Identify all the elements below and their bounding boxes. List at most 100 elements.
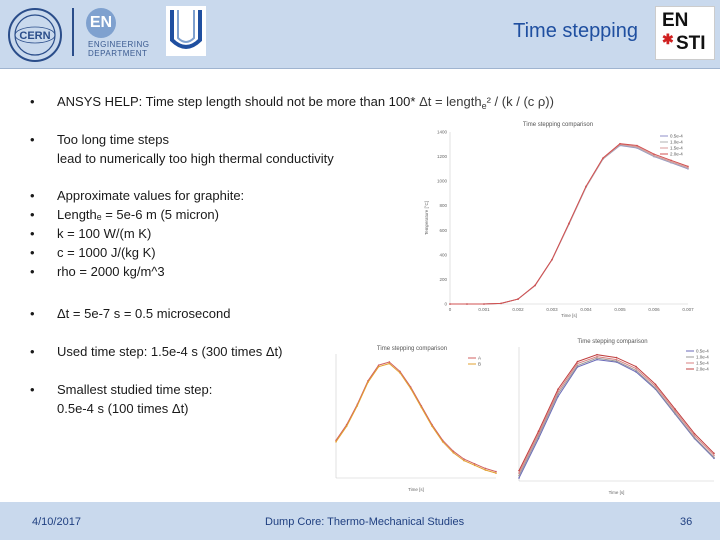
chart-title: Time stepping comparison xyxy=(577,339,647,345)
formula-rest: ² / (k / (c ρ)) xyxy=(486,94,554,109)
bullet-text-block: Approximate values for graphite: Lengthₑ… xyxy=(57,186,244,281)
data-point xyxy=(500,302,502,305)
data-point xyxy=(463,458,465,460)
bullet-text-block: Too long time steps lead to numerically … xyxy=(57,130,334,168)
data-point xyxy=(388,361,391,363)
series-line-0 xyxy=(518,359,715,479)
x-axis-label: Time [s] xyxy=(408,487,424,492)
bullet-dot: • xyxy=(30,132,35,147)
data-point xyxy=(568,222,570,224)
data-point xyxy=(377,364,380,366)
data-point xyxy=(409,387,412,390)
data-point xyxy=(619,142,621,145)
x-tick-label: 0.006 xyxy=(648,307,660,312)
data-point xyxy=(518,469,520,472)
data-point xyxy=(654,383,657,386)
data-point xyxy=(687,165,689,168)
bullet-line: Lengthₑ = 5e-6 m (5 micron) xyxy=(57,207,219,222)
data-point xyxy=(674,410,676,412)
data-point xyxy=(557,390,559,393)
en-department-text: ENGINEERING DEPARTMENT xyxy=(88,40,150,58)
data-point xyxy=(615,356,618,359)
chart-lower-left: Time stepping comparison Time [s] AB xyxy=(322,342,502,492)
bullet-dot: • xyxy=(30,344,35,359)
data-point xyxy=(636,145,638,148)
bullet-line: c = 1000 J/(kg K) xyxy=(57,245,156,260)
data-point xyxy=(537,430,540,432)
y-axis-label: Temperature [°C] xyxy=(424,201,429,235)
legend-label: B xyxy=(478,362,481,367)
data-point xyxy=(452,451,455,454)
data-point xyxy=(518,474,520,477)
data-point xyxy=(693,436,696,439)
data-point xyxy=(654,387,657,390)
chart-title: Time stepping comparison xyxy=(523,122,593,128)
y-tick-label: 1200 xyxy=(437,154,448,159)
series-line-0 xyxy=(335,361,497,473)
data-point xyxy=(518,477,520,479)
bullet-line: rho = 2000 kg/m^3 xyxy=(57,264,165,279)
y-tick-label: 1400 xyxy=(437,130,448,135)
en-sti-logo: EN STI ✱ xyxy=(655,6,715,60)
data-point xyxy=(388,362,391,365)
bullet-text: ANSYS HELP: Time step length should not … xyxy=(57,94,416,109)
data-point xyxy=(585,185,587,188)
data-point xyxy=(345,425,348,427)
data-point xyxy=(615,360,618,362)
en-text-line1: ENGINEERING xyxy=(88,40,150,49)
formula-main: Δt = length xyxy=(419,94,482,109)
legend-label: 1.5e-4 xyxy=(670,146,683,151)
data-point xyxy=(576,360,579,363)
x-tick-label: 0 xyxy=(449,307,452,312)
data-point xyxy=(518,472,520,474)
data-point xyxy=(713,454,715,457)
data-point xyxy=(687,166,689,169)
data-point xyxy=(557,388,559,390)
data-point xyxy=(636,144,638,147)
data-point xyxy=(557,395,559,398)
legend-label: 0.5e-4 xyxy=(670,134,683,139)
legend-label: 2.0e-4 xyxy=(670,152,683,157)
data-point xyxy=(484,467,487,470)
page-number: 36 xyxy=(680,516,693,528)
legend-label: 1.0e-4 xyxy=(696,355,709,360)
data-point xyxy=(596,357,598,359)
data-point xyxy=(635,365,637,368)
footer-date: 4/10/2017 xyxy=(32,516,81,528)
data-point xyxy=(674,408,676,410)
cern-logo-icon: CERN xyxy=(8,8,62,62)
slide-footer: 4/10/2017 Dump Core: Thermo-Mechanical S… xyxy=(0,502,720,540)
footer-title: Dump Core: Thermo-Mechanical Studies xyxy=(265,516,465,528)
logo-divider xyxy=(72,8,74,56)
x-tick-label: 0.007 xyxy=(682,307,694,312)
data-point xyxy=(431,425,433,427)
formula: Δt = lengthe² / (k / (c ρ)) xyxy=(419,94,554,111)
legend-label: A xyxy=(478,356,481,361)
chart-title: Time stepping comparison xyxy=(377,346,447,352)
y-tick-label: 200 xyxy=(439,277,447,282)
data-point xyxy=(596,355,598,358)
bullet-dots: • • • • • xyxy=(30,188,35,279)
data-point xyxy=(441,441,444,443)
bullet-line: Too long time steps xyxy=(57,132,170,147)
x-tick-label: 0.002 xyxy=(512,307,524,312)
data-point xyxy=(551,258,553,261)
data-point xyxy=(517,298,519,300)
data-point xyxy=(399,372,401,374)
data-point xyxy=(495,470,497,473)
en-badge: EN xyxy=(86,8,116,38)
header-divider xyxy=(0,68,720,69)
bullet-dot: • xyxy=(30,94,35,109)
y-tick-label: 400 xyxy=(439,252,447,257)
x-tick-label: 0.003 xyxy=(546,307,558,312)
data-point xyxy=(377,365,380,368)
x-axis-label: Time [s] xyxy=(609,490,625,495)
data-point xyxy=(635,371,637,373)
data-point xyxy=(367,381,369,384)
data-point xyxy=(602,157,604,159)
data-point xyxy=(635,369,637,372)
y-tick-label: 800 xyxy=(439,203,447,208)
data-point xyxy=(615,358,618,361)
data-point xyxy=(463,459,465,462)
data-point xyxy=(537,432,540,435)
